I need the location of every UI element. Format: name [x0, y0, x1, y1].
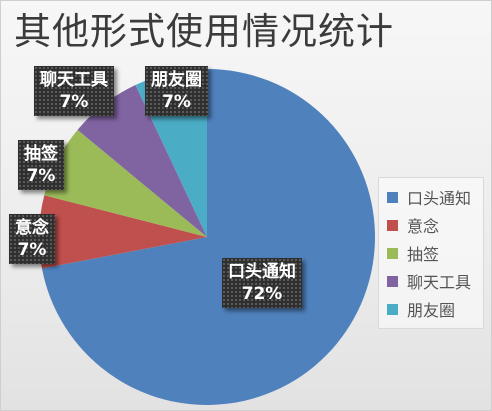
data-label-1: 意念 7%	[9, 214, 55, 264]
chart-title: 其他形式使用情况统计	[14, 10, 394, 53]
legend-label-1: 意念	[407, 217, 440, 236]
legend-swatch-2	[387, 247, 398, 259]
legend-item-1: 意念	[387, 214, 439, 236]
legend-label-0: 口头通知	[407, 189, 472, 208]
legend-item-4: 朋友圈	[387, 298, 455, 320]
legend: 口头通知 意念 抽签 聊天工具 朋友圈	[378, 177, 484, 329]
data-label-4: 朋友圈 7%	[145, 66, 208, 116]
pie-slice-2	[44, 129, 207, 237]
legend-item-3: 聊天工具	[387, 270, 471, 292]
legend-item-2: 抽签	[387, 242, 439, 264]
legend-label-4: 朋友圈	[407, 301, 456, 320]
legend-label-2: 抽签	[407, 245, 440, 264]
pie-slice-0	[41, 69, 376, 405]
legend-swatch-0	[387, 191, 398, 203]
legend-label-3: 聊天工具	[407, 273, 472, 292]
data-label-2: 抽签 7%	[18, 140, 64, 190]
legend-swatch-3	[387, 275, 398, 287]
data-label-3: 聊天工具 7%	[34, 66, 114, 116]
legend-swatch-1	[387, 219, 398, 231]
legend-swatch-4	[387, 303, 398, 315]
legend-item-0: 口头通知	[387, 186, 471, 208]
data-label-0: 口头通知 72%	[222, 258, 302, 308]
pie-slice-1	[39, 195, 208, 269]
pie-slice-3	[77, 84, 207, 238]
